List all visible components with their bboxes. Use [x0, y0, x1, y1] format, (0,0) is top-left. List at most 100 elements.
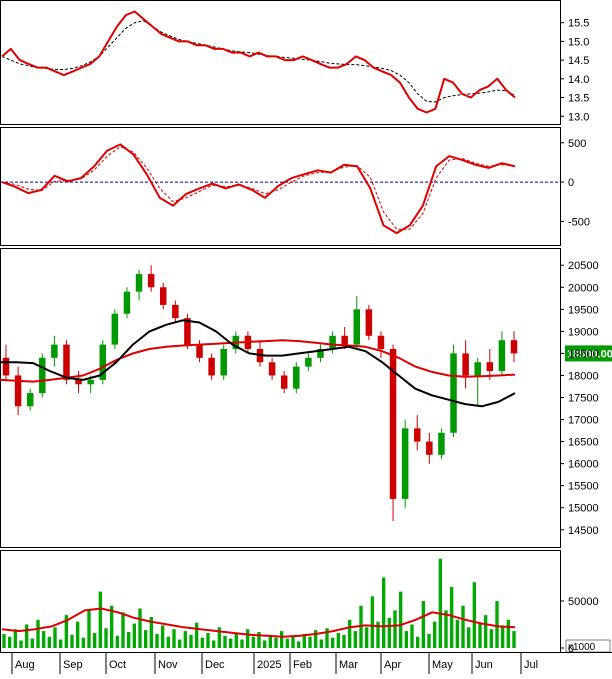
candle-body-23	[280, 375, 288, 389]
top-y-tick-label-4: 13.5	[568, 93, 589, 105]
top-y-tick-label-1: 15.0	[568, 36, 589, 48]
volume-bar-23	[132, 623, 137, 648]
volume-bar-5	[30, 638, 35, 648]
volume-bar-75	[427, 633, 431, 648]
volume-bar-10	[58, 639, 63, 648]
price-ma-red	[0, 339, 516, 383]
panel-frame-price	[0, 248, 561, 548]
volume-bar-51	[291, 635, 295, 648]
price-y-tick-label-9: 16000	[568, 459, 599, 471]
price-panel: 18500.00	[0, 265, 612, 521]
volume-bar-62	[353, 631, 358, 648]
candle-body-36	[438, 432, 445, 455]
osc-y-tick-label-2: -500	[568, 216, 590, 228]
candle-body-31	[377, 335, 385, 349]
y-axis-ticks: 15.5 15.0 14.5 14.0 13.5 13.0 500 0 -500 20500 200…	[560, 18, 599, 655]
volume-bar-90	[512, 631, 516, 648]
volume-bar-89	[506, 619, 511, 648]
candle-body-40	[486, 362, 494, 372]
top-y-tick-label-5: 13.0	[568, 111, 589, 123]
price-y-tick-label-8: 16500	[568, 437, 599, 449]
volume-bar-27	[155, 633, 159, 648]
volume-bar-26	[149, 616, 154, 648]
volume-bar-39	[223, 635, 227, 648]
candle-body-37	[450, 353, 457, 433]
volume-bar-4	[24, 624, 29, 648]
x-tick-label-8: Apr	[384, 659, 401, 671]
volume-bar-58	[330, 637, 335, 648]
candle-body-1	[14, 375, 22, 407]
volume-bar-42	[240, 639, 244, 648]
volume-bar-85	[483, 615, 488, 648]
volume-bar-67	[381, 577, 386, 648]
volume-bar-30	[172, 629, 176, 648]
volume-bar-40	[228, 638, 233, 648]
candle-body-2	[26, 393, 34, 407]
volume-bar-16	[92, 632, 97, 648]
volume-bar-86	[489, 629, 494, 648]
candle-body-9	[111, 313, 119, 345]
volume-bar-17	[98, 591, 103, 648]
x-tick-label-6: Feb	[293, 659, 312, 671]
top-y-tick-label-0: 15.5	[568, 18, 589, 30]
top-series-main	[1, 10, 516, 114]
candle-body-18	[220, 349, 227, 376]
volume-bar-69	[393, 610, 397, 648]
volume-bar-82	[466, 627, 471, 648]
osc-y-tick-label-1: 0	[568, 177, 574, 189]
price-y-tick-label-1: 20000	[568, 282, 599, 294]
candle-body-0	[2, 357, 10, 376]
price-y-tick-label-11: 15000	[568, 503, 599, 515]
candle-body-15	[184, 318, 191, 345]
x-tick-label-2: Oct	[109, 659, 126, 671]
panel-frames	[0, 0, 612, 653]
volume-bar-8	[47, 636, 52, 648]
volume-bar-7	[41, 631, 46, 648]
volume-bar-36	[206, 632, 210, 648]
volume-bar-56	[319, 639, 324, 648]
candle-body-26	[317, 349, 324, 358]
volume-bar-50	[285, 638, 290, 648]
price-y-tick-label-10: 15500	[568, 481, 599, 493]
candle-body-35	[426, 441, 433, 455]
volume-bar-35	[200, 637, 205, 648]
volume-bar-18	[104, 628, 108, 648]
volume-bar-11	[64, 615, 69, 648]
volume-bar-34	[194, 622, 199, 648]
volume-bar-80	[455, 619, 460, 648]
volume-bar-6	[36, 619, 40, 648]
x-tick-label-9: May	[432, 659, 453, 671]
x-tick-label-10: Jun	[475, 659, 493, 671]
volume-bar-32	[183, 631, 188, 648]
volume-bar-31	[177, 639, 182, 648]
volume-bar-74	[421, 601, 426, 648]
candle-body-28	[341, 335, 348, 345]
volume-bar-65	[370, 596, 375, 648]
volume-bar-45	[257, 632, 261, 648]
x-tick-label-4: Dec	[205, 659, 225, 671]
volume-bar-21	[121, 612, 125, 648]
candle-body-27	[329, 335, 336, 349]
candle-body-39	[474, 362, 481, 376]
volume-bar-46	[262, 640, 267, 648]
x-tick-label-0: Aug	[15, 659, 35, 671]
volume-bar-14	[81, 637, 86, 648]
price-y-tick-label-0: 20500	[568, 260, 599, 272]
last-price-tag	[565, 345, 612, 362]
candle-body-13	[159, 287, 167, 305]
candle-body-25	[305, 357, 312, 367]
volume-bar-73	[415, 636, 420, 648]
volume-bar-59	[336, 632, 341, 648]
top-series-signal	[1, 20, 516, 103]
volume-bar-3	[19, 640, 23, 648]
oscillator-panel	[0, 143, 560, 235]
vol-y-tick-label-1: 0	[568, 643, 574, 655]
candle-body-16	[196, 344, 203, 358]
volume-bar-68	[387, 617, 392, 648]
volume-bar-57	[325, 628, 329, 648]
volume-bar-76	[432, 621, 437, 648]
candle-body-41	[498, 340, 506, 372]
price-y-tick-label-12: 14500	[568, 525, 599, 537]
x-tick-label-5: 2025	[257, 659, 281, 671]
volume-bar-54	[308, 636, 312, 648]
